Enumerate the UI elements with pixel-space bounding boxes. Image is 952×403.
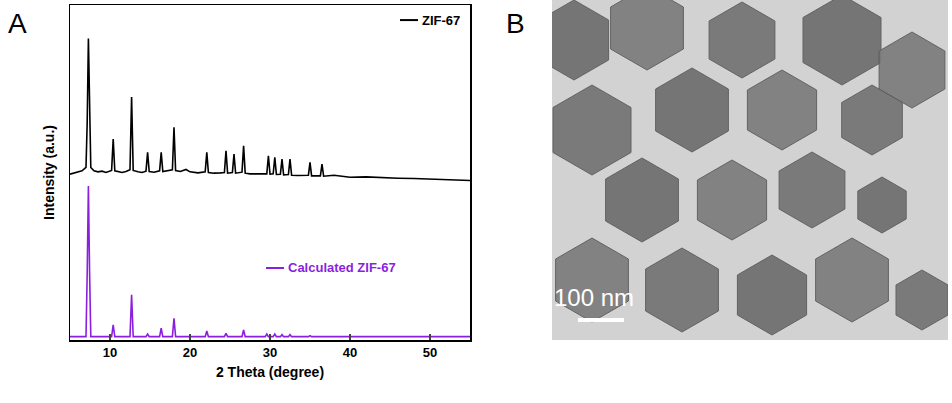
svg-text:ZIF-67: ZIF-67 bbox=[422, 13, 460, 28]
svg-text:30: 30 bbox=[263, 345, 277, 360]
svg-text:100 nm: 100 nm bbox=[554, 284, 634, 311]
svg-text:2 Theta (degree): 2 Theta (degree) bbox=[216, 364, 324, 380]
html-text:A: A bbox=[8, 8, 27, 39]
svg-text:10: 10 bbox=[103, 345, 117, 360]
svg-text:20: 20 bbox=[183, 345, 197, 360]
svg-text:Calculated ZIF-67: Calculated ZIF-67 bbox=[288, 260, 396, 275]
svg-text:50: 50 bbox=[423, 345, 437, 360]
svg-text:Intensity (a.u.): Intensity (a.u.) bbox=[41, 125, 57, 220]
svg-text:40: 40 bbox=[343, 345, 357, 360]
html-text:B: B bbox=[506, 8, 525, 39]
